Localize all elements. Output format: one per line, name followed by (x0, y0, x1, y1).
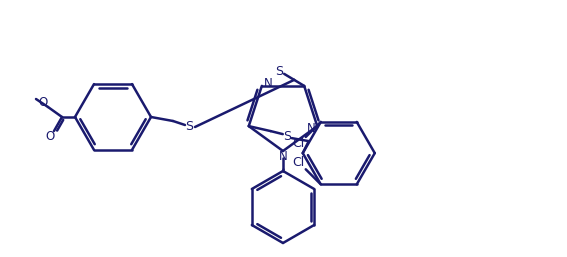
Text: S: S (185, 121, 193, 133)
Text: N: N (307, 122, 316, 135)
Text: O: O (45, 131, 54, 143)
Text: Cl: Cl (293, 137, 305, 150)
Text: S: S (283, 130, 291, 143)
Text: N: N (264, 77, 272, 90)
Text: S: S (275, 65, 283, 78)
Text: O: O (39, 96, 48, 108)
Text: Cl: Cl (293, 156, 305, 169)
Text: N: N (278, 150, 287, 162)
